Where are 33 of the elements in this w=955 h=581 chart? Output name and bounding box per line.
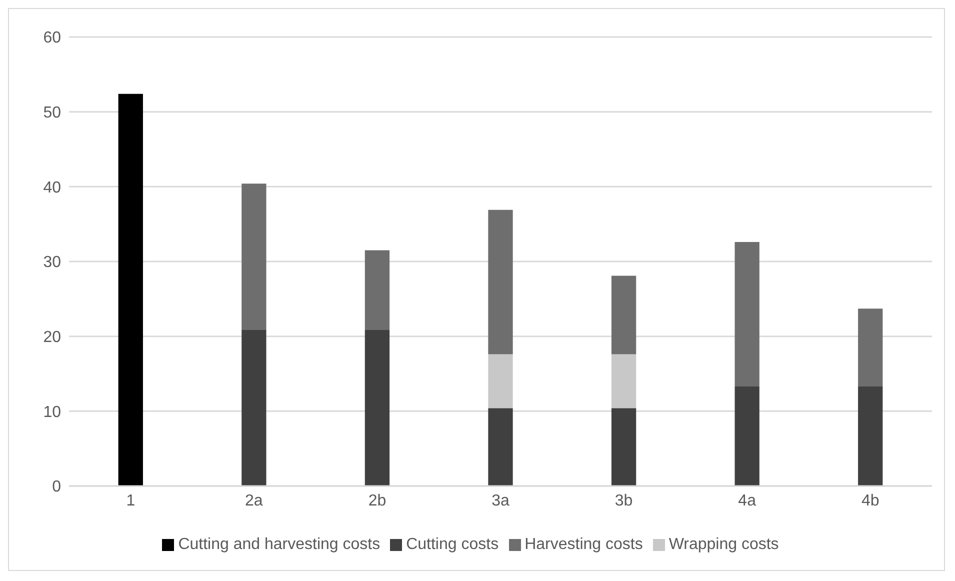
- x-tick-label: 1: [126, 492, 136, 510]
- legend-label: Wrapping costs: [668, 536, 779, 553]
- bar: [242, 330, 266, 486]
- bar: [118, 94, 143, 486]
- legend-label: Cutting costs: [406, 536, 499, 553]
- y-tick-label: 20: [43, 329, 62, 346]
- bar: [242, 184, 266, 330]
- bar: [611, 408, 636, 486]
- bar: [364, 250, 390, 330]
- y-tick-label: 60: [43, 30, 62, 47]
- x-tick-label: 2b: [368, 492, 386, 510]
- bar: [734, 242, 760, 386]
- bar: [611, 276, 636, 354]
- y-tick-label: 30: [43, 254, 62, 272]
- bar: [488, 210, 513, 354]
- y-tick-label: 0: [52, 478, 62, 496]
- x-tick-label: 2a: [245, 492, 263, 510]
- x-tick-label: 3b: [614, 492, 633, 510]
- bar: [364, 330, 390, 486]
- x-tick-label: 3a: [492, 492, 510, 510]
- bar: [488, 354, 513, 408]
- legend-label: Cutting and harvesting costs: [178, 536, 380, 553]
- y-tick-label: 10: [43, 404, 62, 421]
- y-tick-label: 50: [43, 104, 62, 122]
- bar: [734, 386, 760, 486]
- bar: [858, 308, 883, 386]
- y-tick-label: 40: [43, 179, 62, 196]
- bar: [611, 354, 636, 408]
- bar: [858, 386, 883, 486]
- x-tick-label: 4b: [861, 492, 880, 510]
- x-tick-label: 4a: [738, 492, 756, 510]
- legend-label: Harvesting costs: [524, 536, 643, 553]
- bar: [488, 408, 513, 486]
